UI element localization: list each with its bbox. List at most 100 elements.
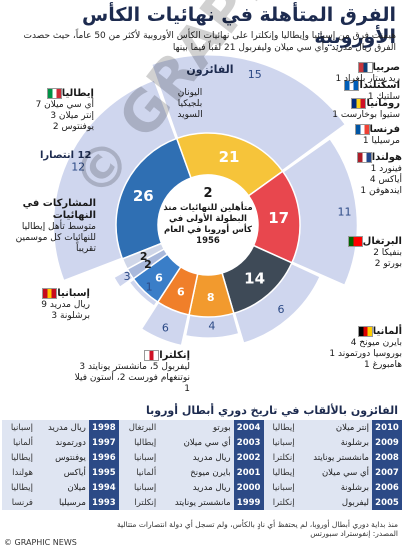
finals-value-1: 21 — [219, 148, 240, 166]
club-line: ستيوا بوخارست 1 — [332, 110, 400, 120]
wins-value-3: 6 — [277, 303, 284, 316]
winners-table: 2010 إنتر ميلان إيطاليا 2004 بورتو البرتغال 19… — [2, 420, 402, 510]
table-club: يوفنتوس — [36, 450, 89, 465]
club-line: هامبورغ 1 — [364, 360, 402, 370]
club-line: إنتر ميلان 3 — [50, 111, 94, 121]
footnote: منذ بداية دوري أبطال أوروبا، لم يحتفظ أي… — [8, 520, 398, 538]
table-country: إيطاليا — [2, 480, 36, 495]
table-club: أي سي ميلان — [297, 465, 372, 480]
table-club: مانشستر يونايتد — [159, 495, 234, 510]
source-text: المصدر: إنفوستراد سبورتس — [310, 529, 398, 538]
table-year: 1999 — [233, 495, 264, 510]
flag-icon — [354, 124, 370, 135]
country-9: صربيا ريد ستار بلغراد 1 — [270, 62, 400, 85]
table-country: إسبانيا — [263, 435, 298, 450]
finals-value-5: 6 — [177, 286, 185, 299]
finals-segment-0 — [115, 137, 192, 260]
table-club: إنتر ميلان — [297, 420, 372, 435]
table-country: ألمانيا — [2, 435, 36, 450]
table-row: 2010 إنتر ميلان إيطاليا 2004 بورتو البرتغال 19… — [2, 420, 402, 435]
table-year: 2006 — [372, 480, 402, 495]
flag-icon — [357, 62, 373, 73]
country-3: ألمانيا بايرن ميونخ 4 بوروسيا دورتموند 1 ها… — [318, 326, 402, 371]
center-label: متأهلين للنهائيات منذ البطولة الأولى في … — [163, 203, 253, 246]
country-8: اسكتلندا سلتيك 1 — [280, 80, 400, 103]
table-club: برشلونة — [297, 435, 372, 450]
table-country: إيطاليا — [263, 420, 298, 435]
table-year: 2010 — [372, 420, 402, 435]
country-5: هولندا فينورد 1 أياكس 4 ايندهوفن 1 — [310, 152, 402, 197]
table-country: إيطاليا — [2, 450, 36, 465]
club-line: ريال مدريد 9 — [41, 300, 90, 310]
country-name: فرنسا — [369, 124, 400, 135]
center-number: 2 — [203, 186, 213, 201]
country-name: البرتغال — [362, 236, 402, 247]
country-name: إنكلترا — [159, 350, 190, 361]
table-country: إسبانيا — [118, 480, 160, 495]
table-country: هولندا — [2, 465, 36, 480]
table-title: الفائزون بالألقاب في تاريخ دوري أبطال أو… — [145, 404, 398, 417]
table-year: 1993 — [88, 495, 119, 510]
wins-value-2: 11 — [338, 205, 352, 218]
table-country: إيطاليا — [263, 465, 298, 480]
finalists-label: المشاركات في النهائيات متوسط تأهل إيطاليا… — [15, 198, 96, 254]
club-line: برشلونة 3 — [51, 311, 90, 321]
table-club: برشلونة — [297, 480, 372, 495]
table-year: 2005 — [372, 495, 402, 510]
flag-icon — [42, 288, 58, 299]
table-year: 2002 — [233, 450, 264, 465]
wins-value-5: 6 — [162, 322, 169, 335]
country-4: البرتغال بنفيكا 2 بورتو 2 — [330, 236, 402, 270]
finals-value-0: 26 — [133, 187, 154, 205]
table-club: مرسيليا — [36, 495, 89, 510]
finals-value-7: 2 — [144, 258, 152, 271]
flag-icon — [144, 350, 160, 361]
country-0: إيطاليا أي سي ميلان 7 إنتر ميلان 3 يوفنتوس … — [4, 88, 94, 133]
table-year: 2007 — [372, 465, 402, 480]
table-country: ألمانيا — [118, 465, 160, 480]
country-7: رومانيا ستيوا بوخارست 1 — [290, 98, 400, 121]
table-year: 2001 — [233, 465, 264, 480]
table-year: 1997 — [88, 435, 119, 450]
table-row: 2007 أي سي ميلان إيطاليا 2001 بايرن ميونخ ألم… — [2, 465, 402, 480]
country-1: إسبانيا ريال مدريد 9 برشلونة 3 — [4, 288, 90, 322]
wins-value-0: 12 — [71, 160, 85, 173]
club-line: فينورد 1 — [370, 164, 402, 174]
table-club: ليفربول — [297, 495, 372, 510]
table-club: ريال مدريد — [159, 450, 234, 465]
table-club: دورتموند — [36, 435, 89, 450]
table-club: ريال مدريد — [36, 420, 89, 435]
table-club: أياكس — [36, 465, 89, 480]
italy-wins-label: 12 انتصارا — [40, 150, 92, 161]
table-club: بورتو — [159, 420, 234, 435]
table-club: ميلان — [36, 480, 89, 495]
flag-icon — [351, 98, 367, 109]
wins-value-6: 1 — [146, 281, 153, 294]
table-country: إنكلترا — [263, 450, 298, 465]
club-line: أياكس 4 — [369, 175, 402, 185]
club-line: بوروسيا دورتموند 1 — [329, 349, 402, 359]
table-club: أي سي ميلان — [159, 435, 234, 450]
table-country: إسبانيا — [2, 420, 36, 435]
wins-value-1: 15 — [248, 68, 262, 81]
donut-hole — [159, 176, 257, 274]
country-name: اسكتلندا — [359, 80, 400, 91]
club-line: أي سي ميلان 7 — [35, 100, 94, 110]
club-line: سلتيك 1 — [367, 92, 400, 102]
table-year: 1995 — [88, 465, 119, 480]
table-row: 2005 ليفربول إنكلترا 1999 مانشستر يونايتد إنك… — [2, 495, 402, 510]
wins-value-7: 3 — [124, 270, 131, 283]
club-line: بورتو 2 — [374, 259, 402, 269]
table-year: 2000 — [233, 480, 264, 495]
table-club: مانشستر يونايتد — [297, 450, 372, 465]
finals-value-3: 14 — [244, 270, 265, 288]
club-line: ليفربول 5، مانشستر يونايتد 3 — [79, 362, 190, 372]
country-2: إنكلترا ليفربول 5، مانشستر يونايتد 3 نوتنغ… — [70, 350, 190, 395]
table-country: فرنسا — [2, 495, 36, 510]
table-country: إسبانيا — [118, 450, 160, 465]
table-year: 2009 — [372, 435, 402, 450]
country-name: ألمانيا — [372, 326, 402, 337]
wins-value-4: 4 — [208, 320, 215, 333]
club-line: مرسيليا 1 — [362, 136, 400, 146]
